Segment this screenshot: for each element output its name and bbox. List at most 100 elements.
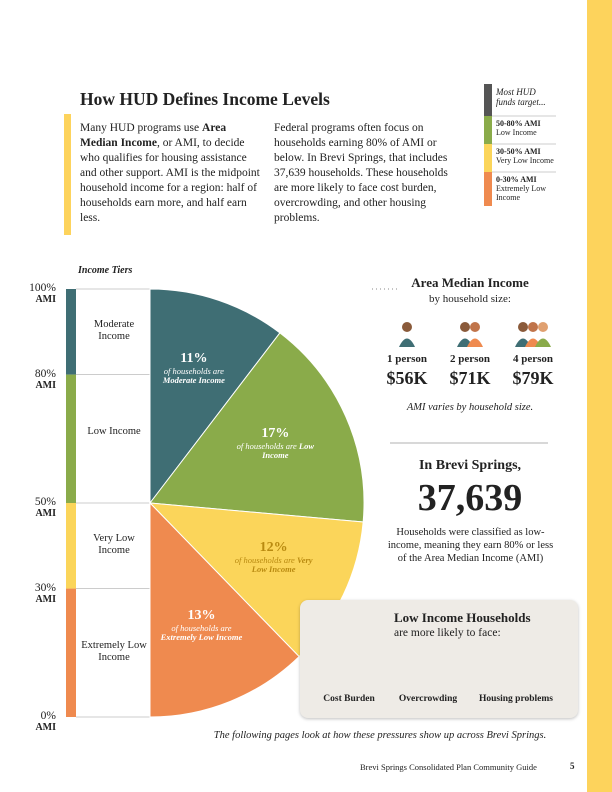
slice-percent: 12% [259, 539, 288, 555]
person-body [399, 338, 415, 347]
problem-label: Housing problems [479, 694, 553, 704]
tick-unit: AMI [35, 722, 56, 733]
household-label: 2 person [449, 353, 491, 365]
tiers-title: Income Tiers [78, 265, 133, 276]
tier-band [66, 374, 76, 503]
person-head [528, 322, 538, 332]
tick-unit: AMI [35, 379, 56, 391]
footer-guide: Brevi Springs Consolidated Plan Communit… [360, 762, 537, 772]
slice-caption: of households are Extremely Low Income [156, 622, 246, 642]
caption-text: of households are [234, 554, 295, 565]
tier-name: Low Income [87, 425, 141, 437]
legend-top [484, 84, 492, 116]
y-tick-label: 80% AMI [6, 368, 56, 392]
legend-item: 0-30% AMI Extremely Low Income [496, 175, 556, 202]
tick-label: 50% [34, 496, 56, 508]
low-income-subtitle: are more likely to face: [394, 627, 501, 639]
caption-text: of households are [171, 622, 232, 633]
text: Area Median Income [80, 122, 227, 149]
tick-label: 80% [34, 367, 56, 380]
accent-bar [64, 114, 71, 235]
pie-slice [149, 288, 281, 505]
text: , or AMI, to decide who qualifies for ho… [80, 137, 260, 224]
person-head [470, 322, 480, 332]
person-body [467, 338, 483, 347]
caption-tier: Moderate Income [162, 375, 225, 386]
tier-band [66, 588, 76, 717]
household-amount: $71K [449, 368, 491, 388]
legend-swatch [484, 172, 492, 206]
caption-tier: Extremely Low Income [160, 631, 243, 642]
caption-tier: Low Income [262, 440, 315, 460]
tick-label: 100% [29, 282, 56, 294]
problem-label: Cost Burden [323, 694, 375, 704]
legend-range: 30-50% AMI [496, 147, 541, 156]
intro-left: Many HUD programs use Area Median Income… [80, 121, 265, 226]
slice-caption: of households are Moderate Income [149, 367, 239, 385]
y-tick-label: 50% AMI [6, 496, 56, 520]
page-number: 5 [570, 761, 575, 771]
legend-item: 50-80% AMI Low Income [496, 119, 556, 137]
text: Many HUD programs use [80, 122, 203, 134]
household-amount: $79K [512, 368, 554, 388]
legend-range: 0-30% AMI [496, 175, 537, 184]
title: How HUD Defines Income Levels [80, 89, 330, 109]
slice-percent: 13% [187, 607, 216, 623]
slice-label: 13% of households are Extremely Low Incom… [156, 608, 246, 642]
tick-unit: AMI [35, 294, 56, 305]
legend-swatch [484, 116, 492, 144]
y-tick-label: 30% AMI [6, 582, 56, 606]
household-label: 4 person [512, 353, 554, 365]
tier-name: Very Low Income [93, 532, 135, 556]
tier-band [66, 503, 76, 589]
slice-caption: of households are Low Income [230, 440, 320, 460]
caption-tier: Very Low Income [251, 554, 313, 574]
problem-label: Overcrowding [398, 694, 458, 704]
pie-slice [149, 501, 300, 718]
low-income-box [300, 600, 578, 718]
slice-label: 12% of households are Very Low Income [229, 540, 319, 574]
caption-text: of households are [163, 366, 224, 377]
person-head [538, 322, 548, 332]
brevi-text: Households were classified as low-income… [387, 527, 554, 564]
intro-right: Federal programs often focus on househol… [274, 122, 448, 224]
slice-label: 11% of households are Moderate Income [149, 351, 239, 385]
tier-name: Moderate Income [93, 318, 135, 342]
slice-caption: of households are Very Low Income [229, 554, 319, 574]
person-head [518, 322, 528, 332]
slice-percent: 17% [261, 425, 290, 441]
ami-subtitle: by household size: [429, 293, 511, 305]
tick-label: 30% [34, 581, 56, 594]
ami-title: Area Median Income [411, 275, 529, 290]
tick-unit: AMI [35, 508, 56, 519]
brevi-number: 37,639 [417, 477, 523, 519]
y-tick-label: 100% AMI [6, 282, 56, 306]
slice-label: 17% of households are Low Income [230, 426, 320, 460]
ami-note: AMI varies by household size. [406, 402, 534, 413]
tick-unit: AMI [35, 593, 56, 605]
legend-item: 30-50% AMI Very Low Income [496, 147, 556, 165]
legend-title: Most HUD funds target... [496, 87, 546, 107]
person-head [402, 322, 412, 332]
pie-slice [149, 332, 365, 523]
caption-text: of households are [236, 440, 297, 451]
person-head [460, 322, 470, 332]
legend-name: Low Income [496, 128, 537, 137]
tier-name: Extremely Low Income [81, 639, 147, 663]
household-label: 1 person [386, 353, 428, 365]
legend-name: Very Low Income [496, 156, 554, 165]
page-edge-strip [587, 0, 612, 792]
legend-name: Extremely Low Income [496, 184, 546, 202]
slice-percent: 11% [180, 351, 208, 367]
low-income-title: Low Income Households [394, 610, 531, 625]
brevi-heading: In Brevi Springs, [418, 458, 522, 473]
legend-range: 50-80% AMI [496, 119, 541, 128]
legend-swatch [484, 144, 492, 172]
footer-note: The following pages look at how these pr… [213, 730, 547, 741]
tick-label: 0% [40, 710, 56, 722]
tier-band [66, 289, 76, 375]
household-amount: $56K [386, 368, 428, 388]
y-tick-label: 0% AMI [6, 710, 56, 734]
person-body [535, 338, 551, 347]
